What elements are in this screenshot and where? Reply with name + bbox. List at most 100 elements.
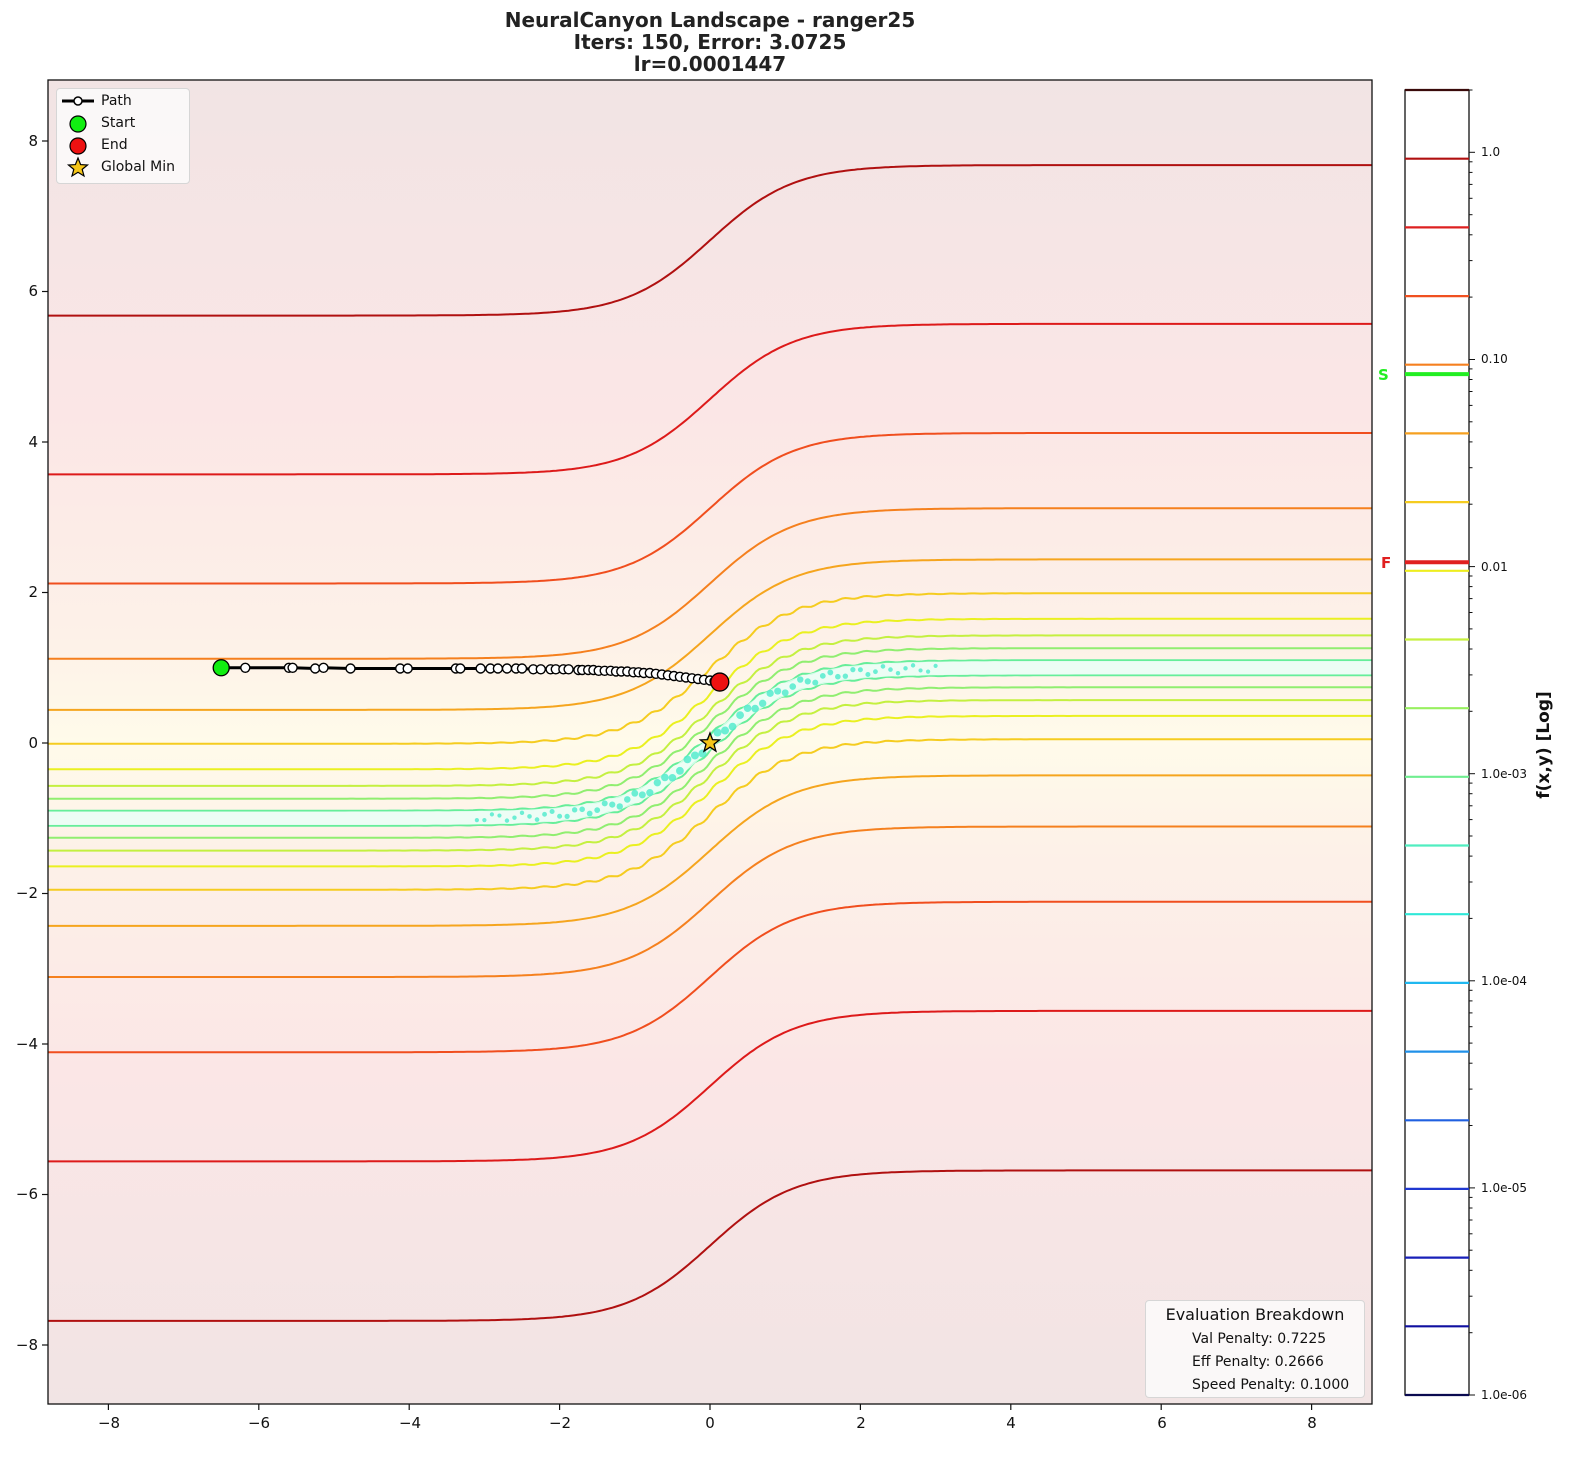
contour-line bbox=[48, 647, 1372, 800]
canyon-bead bbox=[474, 818, 479, 823]
contour-line bbox=[48, 738, 1372, 891]
y-tick-label: 0 bbox=[28, 734, 38, 752]
canyon-bead bbox=[766, 689, 774, 697]
contour-line bbox=[48, 774, 1372, 927]
contour-line bbox=[48, 617, 1372, 771]
y-tick-label: −8 bbox=[15, 1336, 38, 1354]
canyon-bead bbox=[728, 722, 737, 731]
canyon-bead bbox=[857, 667, 863, 673]
canyon-bead bbox=[497, 813, 502, 818]
canyon-bead bbox=[880, 664, 886, 669]
colorbar-label: f(x,y) [Log] bbox=[1534, 691, 1554, 799]
canyon-bead bbox=[601, 800, 608, 807]
start-point bbox=[212, 659, 230, 677]
contour-line bbox=[48, 432, 1372, 585]
canyon-bead bbox=[557, 813, 563, 819]
x-tick-label: 0 bbox=[705, 1414, 715, 1432]
chart-subtitle-iters: Iters: 150, Error: 3.0725 bbox=[573, 30, 847, 54]
canyon-bead bbox=[683, 755, 692, 764]
chart-subtitle-lr: lr=0.0001447 bbox=[633, 52, 787, 76]
canyon-bead bbox=[781, 689, 789, 697]
canyon-bead bbox=[690, 751, 699, 760]
path-point bbox=[402, 663, 413, 674]
canyon-bead bbox=[797, 676, 804, 683]
canyon-bead bbox=[827, 669, 834, 676]
speed-penalty: Speed Penalty: 0.1000 bbox=[1192, 1377, 1350, 1393]
canyon-bead bbox=[713, 728, 722, 737]
canyon-bead bbox=[812, 679, 819, 686]
evaluation-breakdown-box: Evaluation Breakdown Val Penalty: 0.7225… bbox=[1145, 1300, 1365, 1398]
y-tick-label: 4 bbox=[28, 433, 38, 451]
canyon-bead bbox=[646, 789, 654, 797]
y-tick-label: 6 bbox=[28, 282, 38, 300]
canyon-bead bbox=[489, 812, 495, 817]
canyon-bead bbox=[579, 806, 585, 813]
path-point bbox=[345, 663, 356, 674]
canyon-bead bbox=[751, 704, 759, 713]
contour-line bbox=[48, 1009, 1372, 1163]
path-point bbox=[501, 663, 513, 674]
x-tick-label: −4 bbox=[398, 1414, 422, 1432]
canyon-bead bbox=[933, 663, 938, 669]
x-tick-label: −8 bbox=[97, 1414, 121, 1432]
x-tick-label: 8 bbox=[1307, 1414, 1317, 1432]
canyon-bead bbox=[542, 811, 547, 817]
legend-start: Start bbox=[57, 112, 135, 134]
canyon-bead bbox=[549, 808, 555, 814]
canyon-bead bbox=[594, 807, 601, 814]
canyon-bead bbox=[835, 673, 841, 680]
colorbar-tick-label: 0.01 bbox=[1481, 560, 1508, 574]
canyon-bead bbox=[519, 810, 525, 816]
contour-line bbox=[48, 825, 1372, 978]
path-line-icon bbox=[57, 90, 101, 112]
x-tick-label: 4 bbox=[1006, 1414, 1016, 1432]
global-min-star bbox=[698, 731, 722, 753]
legend-path: Path bbox=[57, 90, 132, 112]
canyon-bead bbox=[631, 789, 639, 797]
canyon-bead bbox=[842, 673, 849, 679]
evaluation-title: Evaluation Breakdown bbox=[1165, 1305, 1345, 1324]
x-tick-label: 2 bbox=[856, 1414, 866, 1432]
contour-line bbox=[48, 686, 1372, 839]
canyon-bead bbox=[804, 678, 811, 685]
canyon-bead bbox=[910, 663, 916, 668]
path-point bbox=[287, 662, 298, 673]
canyon-bead bbox=[661, 773, 669, 782]
path-point bbox=[563, 664, 574, 675]
x-tick-label: −6 bbox=[247, 1414, 271, 1432]
colorbar-tick-label: 1.0e-06 bbox=[1481, 1388, 1528, 1402]
end-dot-icon bbox=[57, 134, 101, 156]
y-tick-label: −6 bbox=[15, 1185, 38, 1203]
canyon-bead bbox=[895, 670, 901, 676]
colorbar-tick-label: 1.0 bbox=[1481, 145, 1501, 159]
contour-line bbox=[48, 699, 1372, 852]
contour-line bbox=[48, 164, 1372, 317]
canyon-bead bbox=[721, 726, 730, 735]
canyon-bead bbox=[789, 683, 797, 690]
canyon-bead bbox=[609, 801, 616, 808]
canyon-bead bbox=[850, 667, 856, 673]
canyon-bead bbox=[736, 711, 744, 720]
canyon-bead bbox=[638, 791, 646, 799]
start-dot-icon bbox=[57, 112, 101, 134]
canyon-bead bbox=[774, 687, 782, 695]
y-tick-label: −4 bbox=[15, 1035, 38, 1053]
canyon-bead bbox=[482, 817, 487, 823]
legend-end: End bbox=[57, 134, 128, 156]
canyon-bead bbox=[571, 807, 578, 813]
contour-line bbox=[48, 558, 1372, 711]
colorbar-tick-label: 1.0e-04 bbox=[1481, 974, 1528, 988]
canyon-bead bbox=[586, 810, 593, 817]
canyon-bead bbox=[623, 796, 631, 803]
colorbar-tick-label: 1.0e-05 bbox=[1481, 1181, 1528, 1195]
star-icon bbox=[57, 156, 101, 178]
canyon-bead bbox=[758, 699, 767, 708]
contour-line bbox=[48, 1169, 1372, 1322]
colorbar-tick-label: 0.10 bbox=[1481, 352, 1508, 366]
canyon-bead bbox=[527, 814, 532, 819]
contour-line bbox=[48, 714, 1372, 868]
canyon-bead bbox=[512, 815, 517, 820]
canyon-bead bbox=[903, 666, 908, 671]
legend-global-min: Global Min bbox=[57, 156, 175, 178]
